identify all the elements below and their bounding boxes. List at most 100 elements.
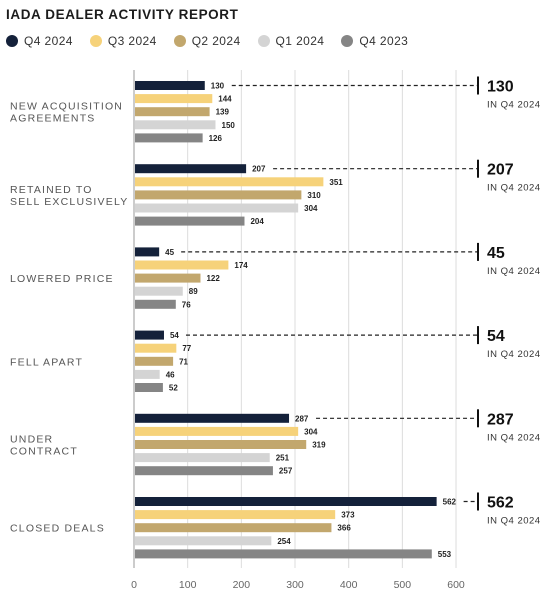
callout-value: 130 [487,79,514,96]
legend-item-q3-2024: Q3 2024 [89,34,157,48]
category-label: FELL APART [10,356,83,368]
category-label: LOWERED PRICE [10,273,114,285]
data-label: 77 [182,344,191,353]
legend-item-q2-2024: Q2 2024 [173,34,241,48]
data-label: 45 [165,248,174,257]
data-label: 304 [304,427,318,436]
legend-swatch-q4-2023 [341,35,354,47]
data-label: 257 [279,467,293,476]
category-label: CLOSED DEALS [10,523,105,535]
legend-label-q4-2024: Q4 2024 [24,34,73,48]
legend-label-q4-2023: Q4 2023 [359,34,409,48]
data-label: 351 [329,178,343,187]
bar [135,177,324,187]
x-tick-label: 600 [447,579,465,591]
data-label: 254 [277,537,291,546]
bar [135,273,201,283]
legend-label-q3-2024: Q3 2024 [107,34,157,48]
callout-value: 562 [487,495,514,512]
bar [135,299,176,309]
data-label: 71 [179,357,188,366]
legend-item-q1-2024: Q1 2024 [257,34,325,48]
callout-sub: IN Q4 2024 [487,100,541,111]
legend-item-q4-2023: Q4 2023 [341,34,408,48]
bar [135,466,273,476]
data-label: 251 [276,454,290,463]
callout-sub: IN Q4 2024 [487,183,541,194]
bar [135,120,216,130]
data-label: 204 [250,217,264,226]
bar [135,343,177,353]
data-label: 373 [341,511,355,520]
legend-swatch-q3-2024 [89,35,102,47]
bar [135,536,272,546]
callout-sub: IN Q4 2024 [487,432,541,443]
data-label: 46 [166,370,175,379]
x-tick-label: 300 [286,579,304,591]
callout-sub: IN Q4 2024 [487,349,541,360]
bar [135,497,437,506]
bar [135,426,299,436]
data-label: 150 [222,121,236,130]
x-tick-label: 500 [394,579,412,591]
bar [135,81,205,90]
bar [135,356,174,366]
chart-title: IADA DEALER ACTIVITY REPORT [6,7,239,22]
x-tick-label: 400 [340,579,358,591]
data-label: 89 [189,287,198,296]
category-label: CONTRACT [10,446,78,458]
category-label: SELL EXCLUSIVELY [10,196,128,208]
bar [135,216,245,226]
callout-value: 287 [487,411,514,428]
x-tick-label: 100 [179,579,197,591]
data-label: 54 [170,331,179,340]
x-tick-label: 0 [131,579,137,591]
data-label: 207 [252,165,266,174]
data-label: 76 [182,300,191,309]
legend-swatch-q4-2024 [6,35,18,47]
bar [135,369,160,379]
legend-label-q1-2024: Q1 2024 [275,34,325,48]
legend-swatch-q1-2024 [257,35,270,47]
legend-swatch-q2-2024 [173,35,186,47]
data-label: 139 [216,108,230,117]
data-label: 122 [206,274,220,283]
bar [135,94,213,104]
data-label: 126 [209,134,223,143]
callout-value: 54 [487,328,505,345]
legend-label-q2-2024: Q2 2024 [191,34,241,48]
category-label: UNDER [10,434,53,446]
bar [135,330,164,340]
bar [135,413,290,423]
category-label: NEW ACQUISITION [10,101,123,113]
callout-sub: IN Q4 2024 [487,516,541,527]
bar [135,453,270,463]
bar [135,247,160,257]
legend: Q4 2024 Q3 2024 Q2 2024 Q1 2024 Q4 2023 [6,33,425,49]
callout-sub: IN Q4 2024 [487,266,541,277]
callout-value: 45 [487,245,505,262]
bar [135,203,299,213]
data-label: 287 [295,414,309,423]
data-label: 52 [169,384,178,393]
data-label: 144 [218,95,232,104]
data-label: 562 [443,498,457,507]
bar [135,286,183,296]
category-label: RETAINED TO [10,184,93,196]
legend-item-q4-2024: Q4 2024 [6,34,73,48]
bar [135,190,302,200]
data-label: 553 [438,550,452,559]
bar [135,510,336,520]
data-label: 310 [307,191,321,200]
data-label: 130 [211,82,225,91]
bar [135,549,432,559]
bar [135,383,163,392]
callout-value: 207 [487,162,514,179]
data-label: 304 [304,204,318,213]
bar [135,440,307,449]
data-label: 174 [234,261,248,270]
bar [135,133,203,143]
bar [135,107,210,117]
bar [135,164,247,174]
